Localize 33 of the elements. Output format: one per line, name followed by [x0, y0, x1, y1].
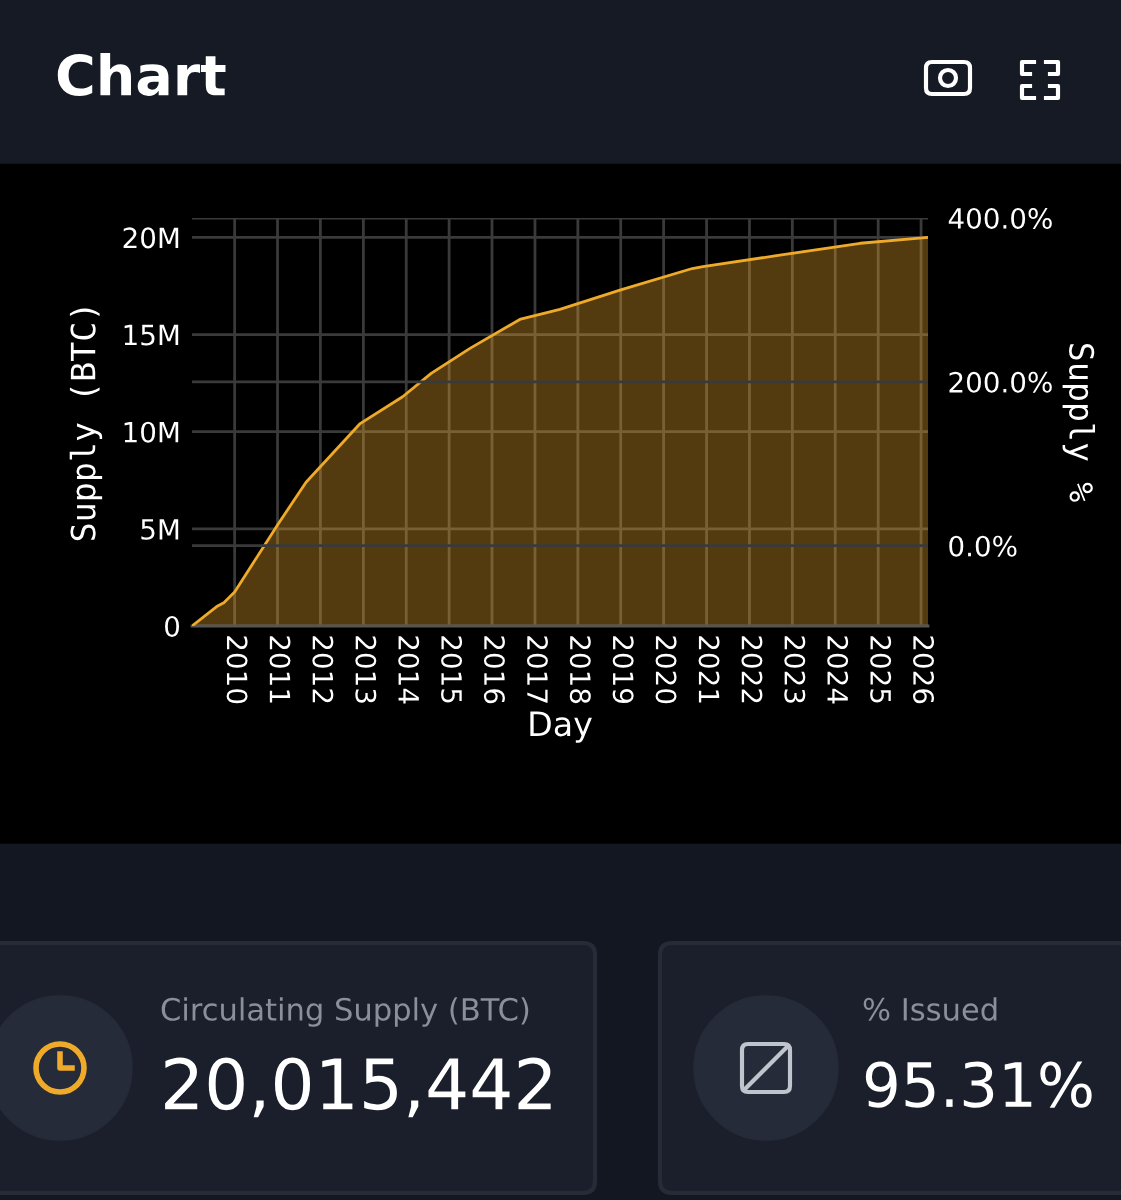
y-axis-title: Supply (BTC)	[69, 308, 103, 541]
x-tick-label: 2015	[441, 636, 463, 703]
y-tick-label: 5M	[141, 519, 179, 540]
y-tick-label: 0	[165, 615, 180, 637]
x-tick-label: 2023	[784, 636, 806, 703]
text: Circulating Supply (BTC)	[161, 997, 529, 1027]
x-tick-label: 2018	[569, 636, 591, 704]
x-tick-label: 2025	[870, 636, 892, 703]
x-tick-label: 2012	[312, 636, 334, 703]
x-tick-label: 2014	[398, 636, 420, 704]
text: 95.31%	[865, 1061, 1092, 1108]
y-tick-label: 20M	[123, 227, 179, 249]
text: % Issued	[863, 997, 997, 1021]
x-tick-label: 2026	[913, 636, 935, 704]
x-tick-label: 2017	[526, 636, 548, 703]
y-tick-label: 15M	[124, 324, 179, 346]
x-tick-label: 2022	[741, 636, 763, 703]
y2-axis-title: Supply %	[1062, 343, 1096, 502]
x-tick-label: 2019	[612, 636, 634, 704]
y2-tick-label: 200.0%	[949, 371, 1052, 393]
text: 20,015,442	[165, 1057, 551, 1118]
x-axis-title: Day	[530, 711, 592, 743]
x-tick-label: 2016	[483, 636, 505, 704]
y-tick-label: 10M	[124, 421, 179, 443]
y2-tick-label: 400.0%	[948, 207, 1052, 229]
chart-title: Chart	[57, 53, 226, 97]
x-tick-label: 2010	[226, 636, 248, 704]
x-tick-label: 2024	[827, 636, 849, 704]
x-tick-label: 2013	[355, 636, 377, 703]
x-tick-label: 2021	[698, 636, 720, 703]
y2-tick-label: 0.0%	[949, 535, 1017, 557]
x-tick-label: 2020	[655, 636, 677, 704]
x-tick-label: 2011	[269, 636, 291, 703]
